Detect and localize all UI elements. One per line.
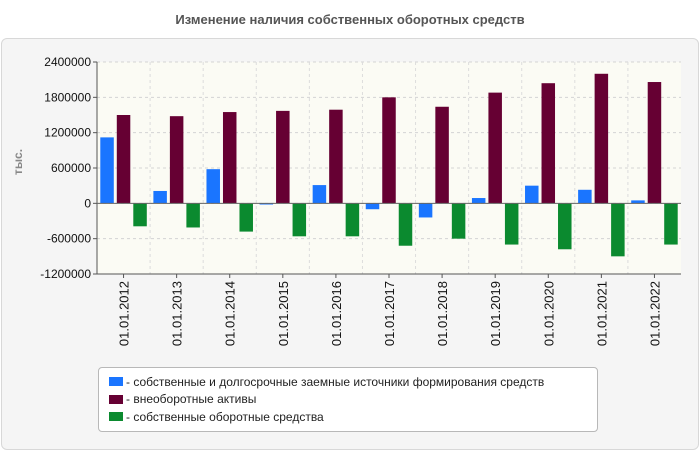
x-tick-label: 01.01.2016	[329, 281, 344, 346]
y-tick-label: 1800000	[44, 90, 91, 104]
bar	[292, 203, 307, 237]
x-tick-label: 01.01.2018	[435, 281, 450, 346]
x-tick-label: 01.01.2017	[382, 281, 397, 346]
bar	[664, 203, 678, 245]
x-tick-label: 01.01.2015	[276, 281, 291, 346]
bar	[329, 109, 343, 204]
bar	[276, 110, 290, 204]
legend-item-sources: - собственные и долгосрочные заемные ист…	[109, 373, 597, 391]
legend-item-working-capital: - собственные оборотные средства	[109, 408, 597, 426]
bar	[418, 203, 433, 218]
bar	[435, 106, 449, 204]
y-axis-title: тыс.	[11, 149, 25, 175]
chart-title: Изменение наличия собственных оборотных …	[175, 12, 525, 27]
bar	[558, 203, 572, 250]
bar	[345, 203, 360, 237]
legend-swatch-working-capital	[109, 412, 123, 422]
legend-label-working-capital: - собственные оборотные средства	[126, 409, 324, 424]
bar	[365, 203, 380, 210]
legend-swatch-sources	[109, 377, 123, 387]
bar	[239, 203, 253, 232]
x-tick-label: 01.01.2014	[223, 281, 238, 346]
bar	[525, 185, 539, 204]
legend-label-sources: - собственные и долгосрочные заемные ист…	[126, 374, 545, 389]
bar	[116, 115, 131, 204]
bar	[398, 203, 413, 246]
bar	[631, 200, 645, 204]
bar	[206, 169, 220, 204]
bar	[153, 190, 167, 204]
legend-item-fixed-assets: - внеоборотные активы	[109, 391, 597, 409]
bar	[133, 203, 147, 227]
bar	[594, 73, 609, 204]
bar	[541, 83, 556, 204]
bar	[100, 137, 114, 204]
y-tick-label: -1200000	[40, 267, 91, 281]
x-tick-label: 01.01.2013	[170, 281, 185, 346]
y-tick-label: -600000	[47, 232, 91, 246]
bar	[222, 112, 237, 204]
y-tick-label: 600000	[51, 161, 91, 175]
bar	[471, 198, 486, 204]
y-tick-label: 0	[84, 196, 91, 210]
x-tick-label: 01.01.2022	[647, 281, 662, 346]
bar	[382, 97, 396, 204]
bar	[169, 116, 184, 204]
bar	[611, 203, 625, 257]
x-tick-label: 01.01.2019	[488, 281, 503, 346]
legend-label-fixed-assets: - внеоборотные активы	[126, 392, 257, 407]
legend: - собственные и долгосрочные заемные ист…	[98, 367, 598, 432]
bar	[647, 82, 662, 204]
bar	[504, 203, 519, 245]
y-tick-label: 2400000	[44, 55, 91, 69]
x-tick-label: 01.01.2020	[541, 281, 556, 346]
legend-swatch-fixed-assets	[109, 394, 123, 404]
bar	[259, 203, 274, 205]
x-tick-label: 01.01.2021	[594, 281, 609, 346]
x-tick-label: 01.01.2012	[117, 281, 132, 346]
y-tick-label: 1200000	[44, 126, 91, 140]
bar	[451, 203, 466, 239]
bar	[186, 203, 200, 228]
bar	[578, 189, 592, 204]
bar	[488, 92, 502, 204]
bar	[312, 185, 327, 204]
